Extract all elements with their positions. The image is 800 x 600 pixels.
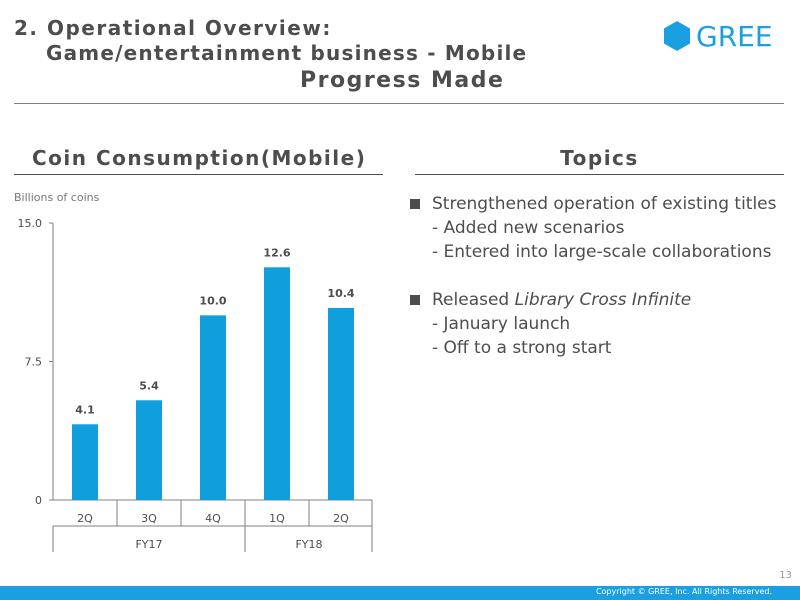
copyright-text: Copyright © GREE, Inc. All Rights Reserv…: [595, 587, 772, 596]
x-category-label: 4Q: [205, 512, 221, 525]
header-divider: [14, 103, 784, 104]
bar: [136, 400, 162, 500]
square-bullet-icon: [410, 199, 420, 209]
chart-section-heading: Coin Consumption(Mobile): [32, 146, 367, 170]
topic-subitem: - Off to a strong start: [432, 338, 612, 358]
gree-logo: GREE: [662, 19, 780, 53]
logo-text: GREE: [696, 19, 773, 53]
bar-value-label: 5.4: [139, 379, 159, 392]
chart-unit-label: Billions of coins: [14, 191, 100, 204]
bar-value-label: 10.0: [199, 294, 226, 307]
topic-item: Strengthened operation of existing title…: [410, 192, 800, 216]
x-group-label: FY18: [295, 538, 322, 551]
footer-bar: Copyright © GREE, Inc. All Rights Reserv…: [0, 586, 800, 600]
topic-subitem: - January launch: [432, 314, 571, 334]
topics-list: Strengthened operation of existing title…: [410, 192, 800, 360]
slide-subtitle: Progress Made: [300, 68, 505, 93]
y-tick-label: 15.0: [18, 217, 43, 230]
slide-title-line1: 2. Operational Overview:: [14, 16, 332, 40]
bar: [200, 315, 226, 500]
topic-text-title: Library Cross Infinite: [514, 290, 692, 310]
bar: [72, 424, 98, 500]
slide-title-line2: Game/entertainment business - Mobile: [46, 41, 528, 65]
hexagon-logo-icon: [664, 21, 690, 51]
topic-text: Strengthened operation of existing title…: [432, 194, 777, 214]
x-category-label: 2Q: [333, 512, 349, 525]
y-tick-label: 0: [35, 494, 42, 507]
bar-value-label: 4.1: [75, 403, 95, 416]
y-tick-label: 7.5: [25, 356, 43, 369]
page-number: 13: [779, 570, 792, 581]
bar-value-label: 10.4: [327, 287, 354, 300]
x-group-label: FY17: [135, 538, 162, 551]
bar: [264, 267, 290, 500]
topic-text: Released Library Cross Infinite: [432, 288, 691, 312]
square-bullet-icon: [410, 295, 420, 305]
bar: [328, 307, 354, 500]
chart-section-divider: [14, 174, 383, 175]
x-category-label: 3Q: [141, 512, 157, 525]
topic-subitem: - Entered into large-scale collaboration…: [432, 242, 772, 262]
topics-heading: Topics: [560, 146, 639, 170]
topic-item: Released Library Cross Infinite: [410, 288, 800, 312]
topics-divider: [415, 174, 784, 175]
x-category-label: 1Q: [269, 512, 285, 525]
topic-text-prefix: Released: [432, 290, 515, 310]
x-category-label: 2Q: [77, 512, 93, 525]
bar-value-label: 12.6: [263, 246, 290, 259]
topic-subitem: - Added new scenarios: [432, 218, 625, 238]
